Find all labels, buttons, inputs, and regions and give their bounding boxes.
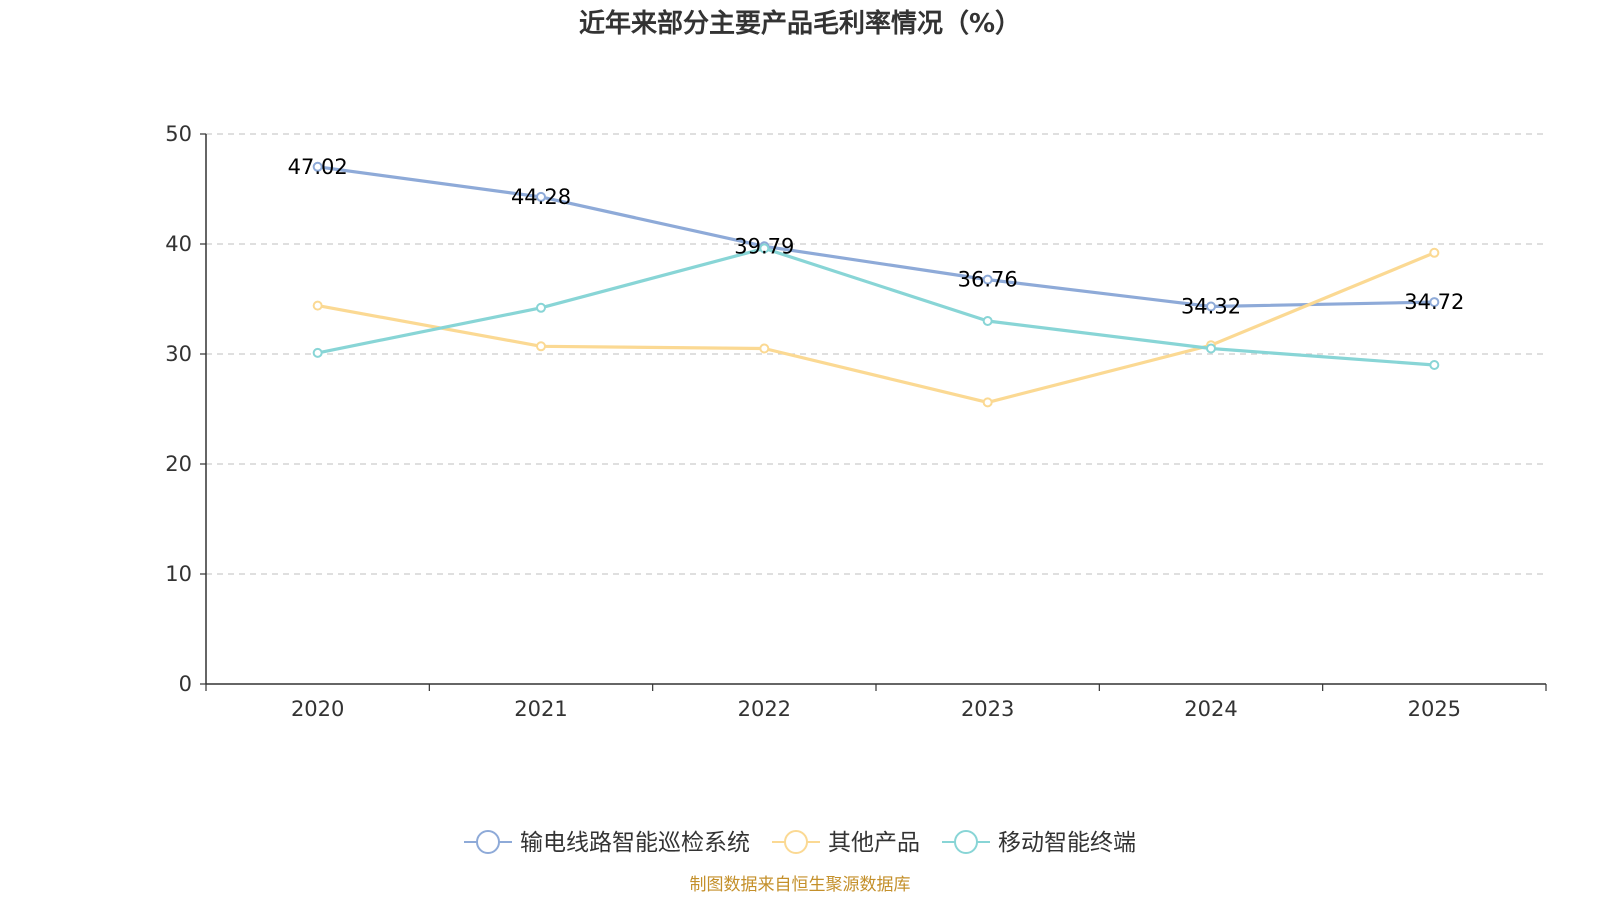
x-tick-label-2020: 2020 bbox=[291, 697, 344, 721]
data-point[interactable] bbox=[982, 274, 993, 285]
legend-item-0[interactable]: 输电线路智能巡检系统 bbox=[464, 830, 750, 856]
legend-label: 输电线路智能巡检系统 bbox=[520, 830, 750, 856]
data-point[interactable] bbox=[312, 300, 323, 311]
x-tick-label-2025: 2025 bbox=[1408, 697, 1461, 721]
data-labels: 47.02 44.28 39.79 36.76 34.32 34.72 bbox=[288, 155, 1465, 319]
data-point[interactable] bbox=[536, 302, 546, 313]
data-point[interactable] bbox=[1206, 343, 1216, 354]
legend[interactable]: 输电线路智能巡检系统 其他产品 移动智能终端 bbox=[464, 830, 1136, 856]
legend-item-1[interactable]: 其他产品 bbox=[772, 830, 920, 856]
y-tick-label: 40 bbox=[165, 232, 192, 256]
series-line-1 bbox=[317, 251, 1435, 404]
y-tick-label: 0 bbox=[179, 672, 192, 696]
series-group bbox=[312, 161, 1440, 408]
data-point[interactable] bbox=[1429, 247, 1440, 258]
x-tick-label-2022: 2022 bbox=[738, 697, 791, 721]
data-label: 47.02 bbox=[288, 155, 348, 179]
data-point[interactable] bbox=[759, 343, 770, 354]
data-point[interactable] bbox=[1206, 301, 1216, 312]
axes bbox=[205, 134, 1547, 691]
data-label: 44.28 bbox=[511, 185, 571, 209]
data-label: 34.72 bbox=[1404, 290, 1464, 314]
grid-lines bbox=[200, 133, 1546, 685]
data-point[interactable] bbox=[536, 341, 546, 352]
x-tick-label-2023: 2023 bbox=[961, 697, 1014, 721]
legend-marker-icon bbox=[784, 830, 808, 854]
series-line-2 bbox=[317, 246, 1435, 367]
chart-title: 近年来部分主要产品毛利率情况（%） bbox=[579, 8, 1021, 39]
data-point[interactable] bbox=[982, 316, 993, 326]
data-point[interactable] bbox=[312, 161, 323, 172]
x-axis-tick-labels: 2020 2021 2022 2023 2024 2025 bbox=[291, 697, 1461, 721]
series-line-0 bbox=[317, 165, 1435, 309]
y-axis-tick-labels: 0 10 20 30 40 50 bbox=[165, 122, 192, 696]
legend-marker-icon bbox=[476, 830, 500, 854]
data-source-note: 制图数据来自恒生聚源数据库 bbox=[690, 875, 911, 895]
data-label: 34.32 bbox=[1181, 294, 1241, 318]
y-tick-label: 30 bbox=[165, 342, 192, 366]
y-tick-label: 50 bbox=[165, 122, 192, 146]
legend-label: 其他产品 bbox=[828, 830, 920, 856]
data-point[interactable] bbox=[1429, 360, 1440, 370]
data-label: 36.76 bbox=[958, 268, 1018, 292]
legend-marker-icon bbox=[954, 830, 978, 854]
data-point[interactable] bbox=[982, 397, 993, 408]
data-point[interactable] bbox=[1429, 297, 1440, 308]
x-tick-label-2024: 2024 bbox=[1184, 697, 1237, 721]
data-point[interactable] bbox=[536, 191, 546, 202]
data-label: 39.79 bbox=[734, 234, 794, 258]
y-tick-label: 10 bbox=[165, 562, 192, 586]
data-point[interactable] bbox=[759, 243, 770, 254]
legend-item-2[interactable]: 移动智能终端 bbox=[942, 830, 1136, 856]
data-point[interactable] bbox=[312, 347, 323, 358]
legend-label: 移动智能终端 bbox=[998, 830, 1136, 856]
x-tick-label-2021: 2021 bbox=[514, 697, 567, 721]
y-tick-label: 20 bbox=[165, 452, 192, 476]
